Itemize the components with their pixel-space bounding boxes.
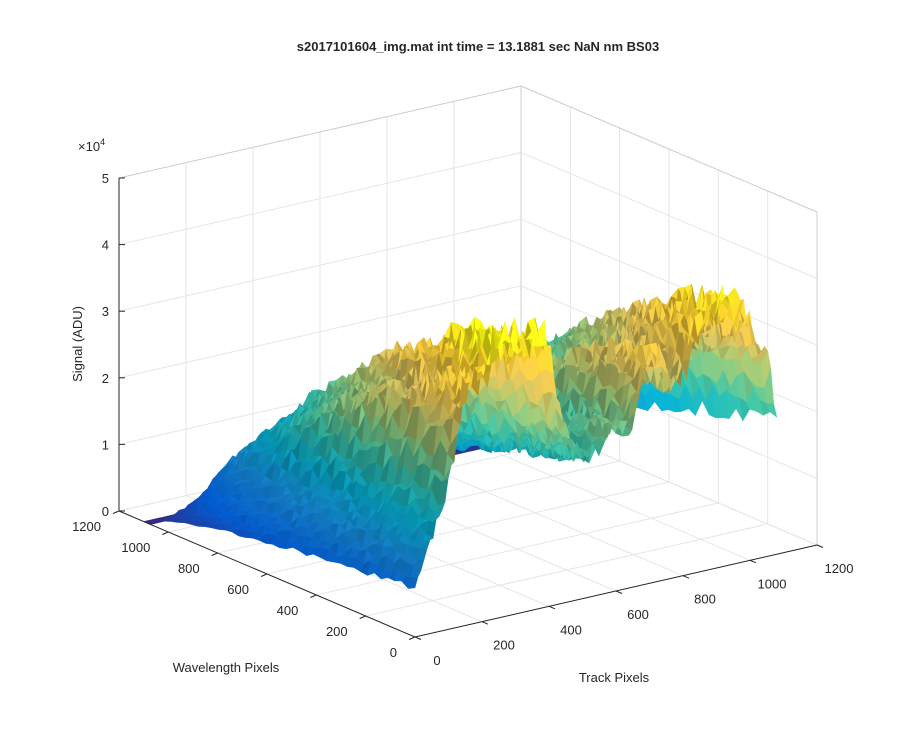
grid-line-z-side <box>520 152 818 280</box>
y-tick-mark <box>408 636 416 640</box>
grid-line-z-back <box>118 152 522 246</box>
x-tick-mark <box>749 559 757 564</box>
x-tick-label: 600 <box>627 607 649 622</box>
grid-line-floor-y <box>365 523 768 617</box>
x-axis-label: Track Pixels <box>579 670 650 685</box>
grid-line-z-back <box>118 218 522 312</box>
z-tick-label: 0 <box>102 504 109 519</box>
y-tick-mark <box>112 510 120 514</box>
y-tick-label: 1000 <box>121 540 150 555</box>
z-tick-label: 3 <box>102 304 109 319</box>
y-tick-mark <box>260 573 268 577</box>
x-tick-label: 400 <box>560 622 582 637</box>
z-tick-label: 5 <box>102 171 109 186</box>
chart-title: s2017101604_img.mat int time = 13.1881 s… <box>297 39 659 54</box>
x-tick-label: 1000 <box>758 576 787 591</box>
back-edge <box>520 85 818 213</box>
y-tick-label: 400 <box>277 603 299 618</box>
y-tick-mark <box>211 552 218 556</box>
x-tick-label: 800 <box>694 592 716 607</box>
y-tick-label: 600 <box>227 582 249 597</box>
grid-line-z-back <box>118 285 522 379</box>
y-tick-mark <box>310 594 317 598</box>
x-tick-mark <box>414 636 422 640</box>
x-tick-label: 0 <box>433 653 440 668</box>
x-tick-mark <box>615 590 623 594</box>
z-tick-label: 4 <box>102 238 109 253</box>
z-exponent-label: ×104 <box>78 137 105 154</box>
y-tick-label: 200 <box>326 624 348 639</box>
grid-line-z-side <box>520 218 818 346</box>
x-tick-mark <box>548 605 556 610</box>
y-tick-label: 0 <box>390 645 397 660</box>
y-tick-label: 1200 <box>72 519 101 534</box>
back-edge <box>118 85 522 179</box>
x-tick-label: 1200 <box>825 561 854 576</box>
x-tick-mark <box>481 621 489 625</box>
y-tick-label: 800 <box>178 561 200 576</box>
grid-line-floor-y <box>316 502 719 596</box>
y-tick-mark <box>162 531 169 535</box>
x-tick-mark <box>816 544 824 548</box>
y-tick-mark <box>359 615 366 619</box>
x-tick-label: 200 <box>493 638 515 653</box>
z-tick-label: 2 <box>102 371 109 386</box>
z-axis-label: Signal (ADU) <box>70 306 85 382</box>
y-axis-label: Wavelength Pixels <box>173 660 280 675</box>
z-tick-label: 1 <box>102 437 109 452</box>
x-tick-mark <box>682 575 690 579</box>
surface-plot <box>143 283 778 590</box>
